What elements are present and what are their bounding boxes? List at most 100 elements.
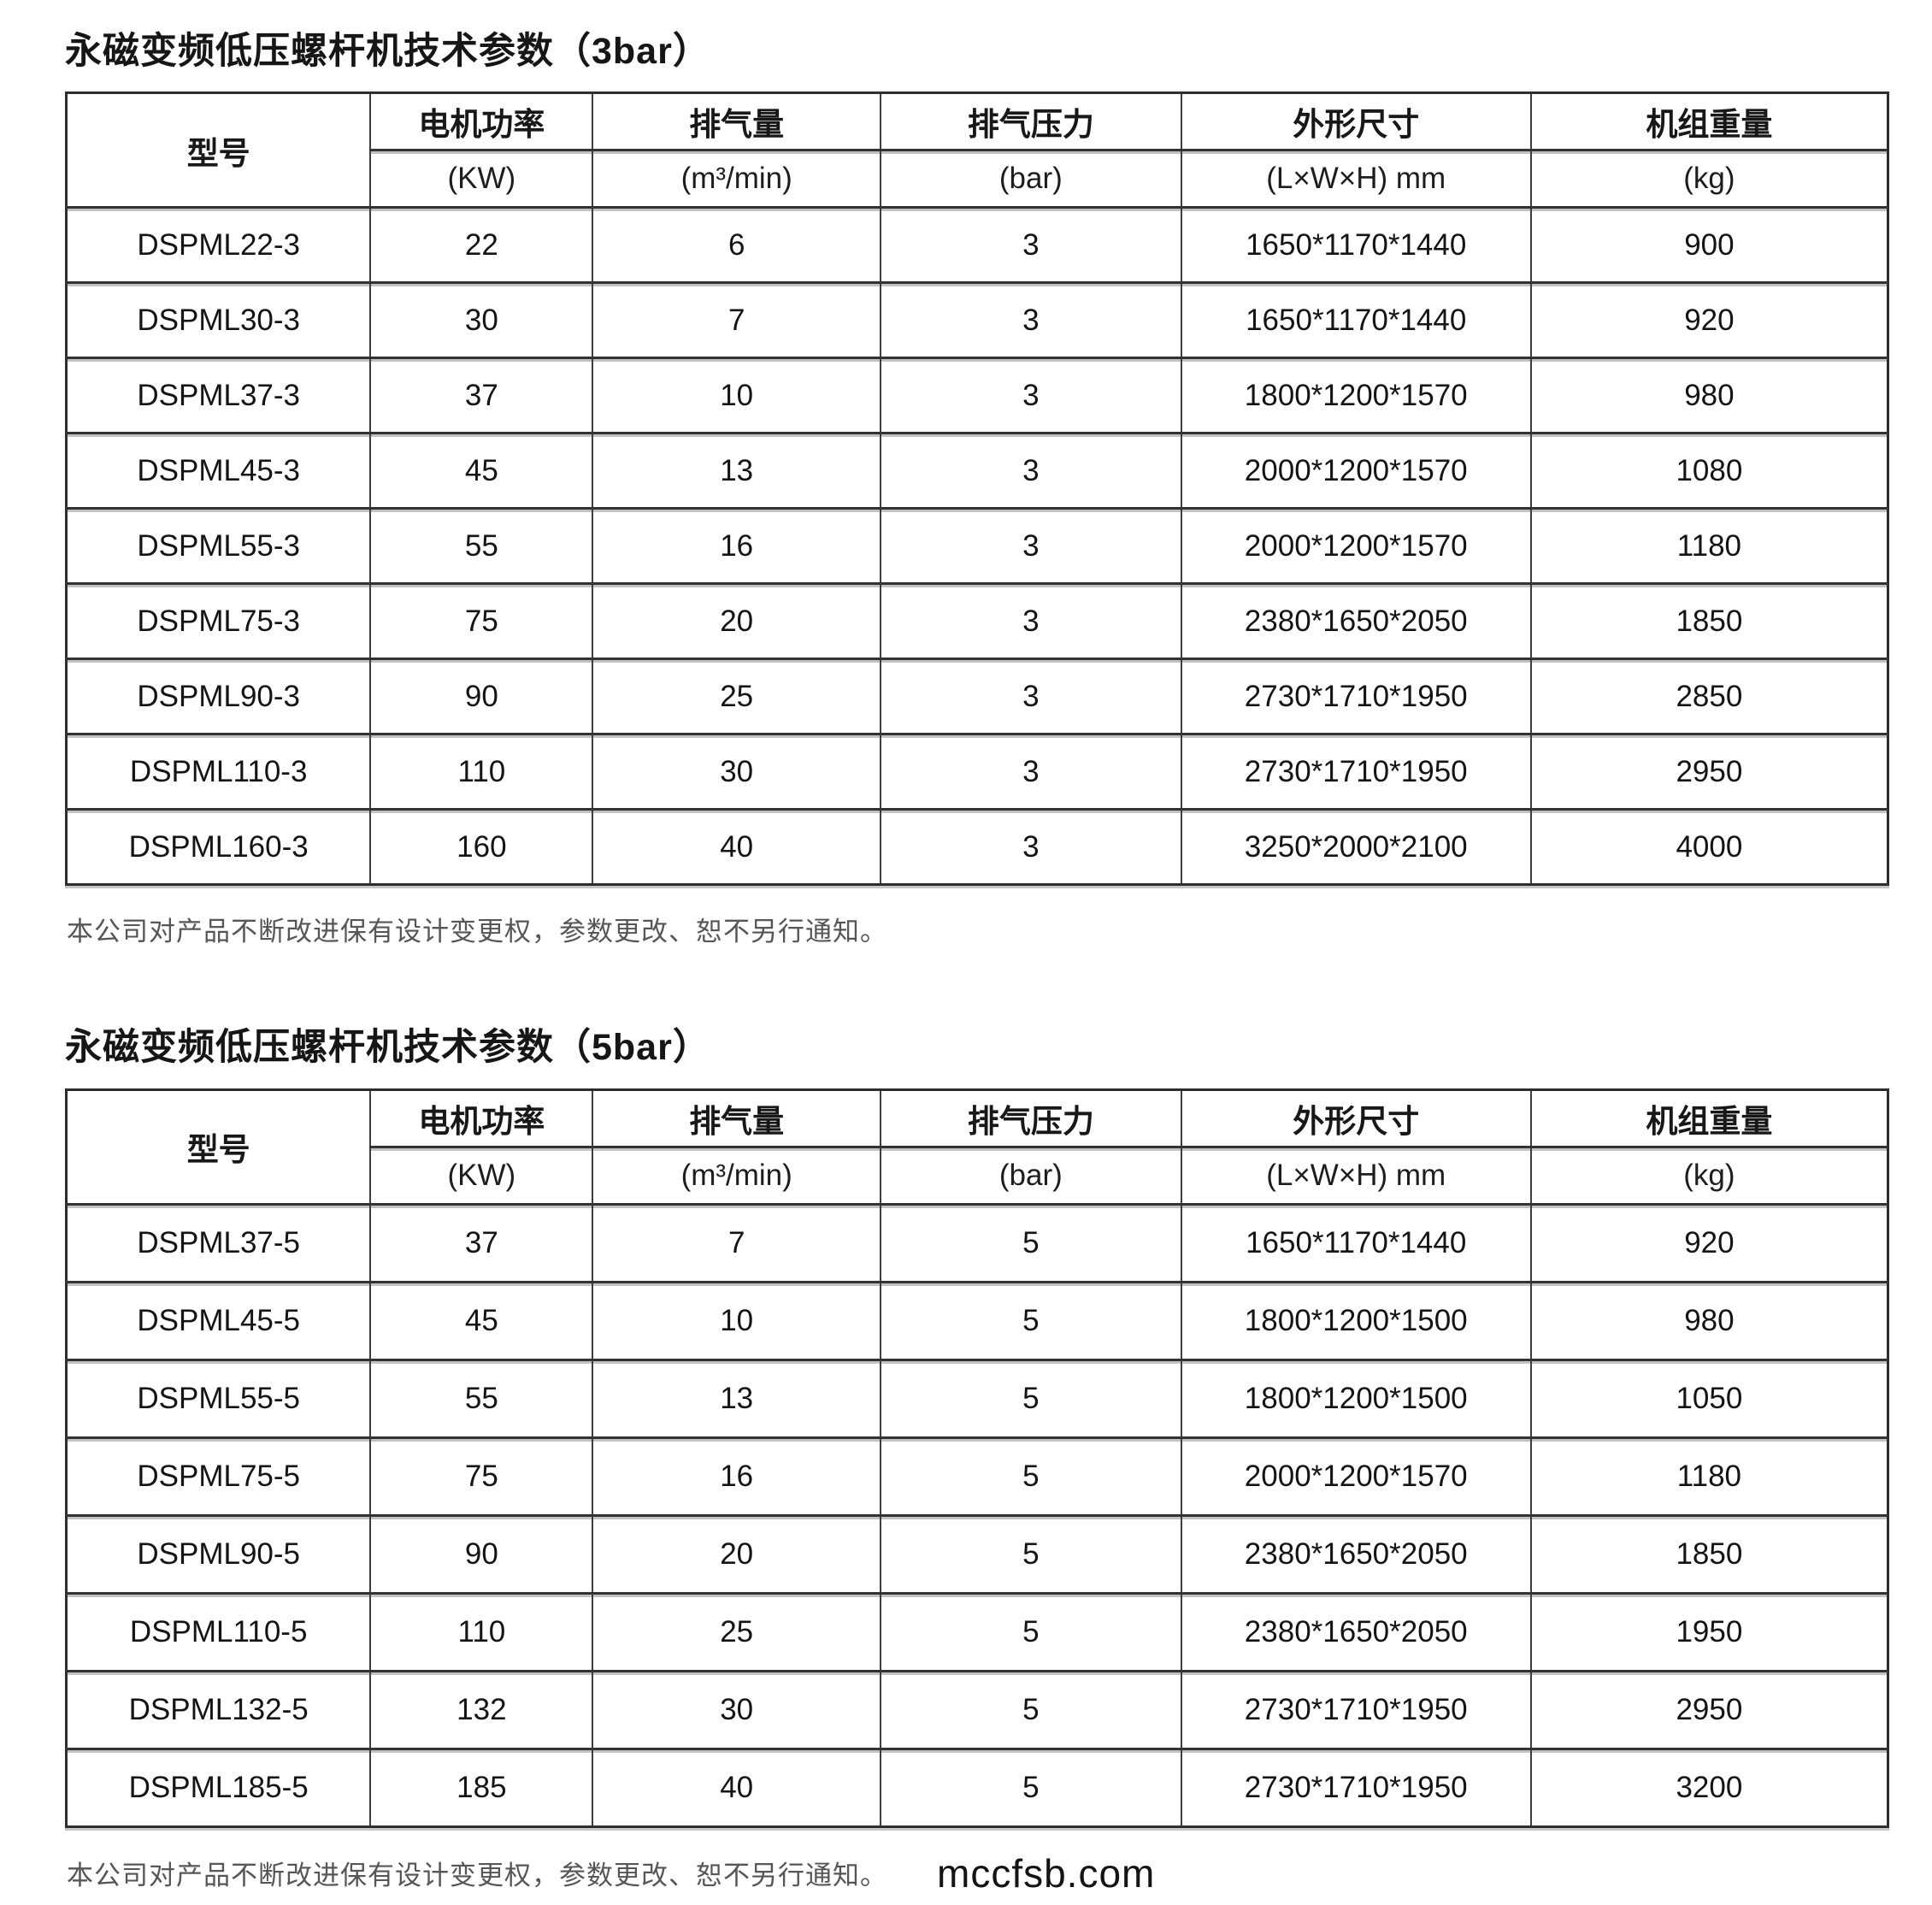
value-cell: 1800*1200*1570 <box>1180 357 1531 433</box>
value-cell: 16 <box>592 507 881 584</box>
value-cell: 1050 <box>1529 1358 1888 1438</box>
value-cell: 13 <box>592 1358 881 1438</box>
table-row: DSPML55-3 55 16 3 2000*1200*1570 1180 <box>65 507 1888 584</box>
col-header-pressure: 排气压力 <box>880 92 1181 150</box>
value-cell: 2000*1200*1570 <box>1180 1436 1531 1516</box>
value-cell: 132 <box>369 1669 593 1749</box>
header-unit-row: (KW) (m³/min) (bar) (L×W×H) mm (kg) <box>67 1145 1888 1205</box>
table-row: DSPML132-5 132 30 5 2730*1710*1950 2950 <box>65 1669 1888 1749</box>
table-row: DSPML110-3 110 30 3 2730*1710*1950 2950 <box>65 733 1888 810</box>
col-unit-motor-power: (KW) <box>369 1145 593 1205</box>
table-row: DSPML110-5 110 25 5 2380*1650*2050 1950 <box>65 1591 1888 1672</box>
col-header-dimensions: 外形尺寸 <box>1180 1089 1531 1147</box>
table-row: DSPML160-3 160 40 3 3250*2000*2100 4000 <box>65 808 1888 885</box>
value-cell: 40 <box>592 1747 881 1827</box>
table-header: 型号 电机功率 排气量 排气压力 外形尺寸 机组重量 (KW) (m³/min)… <box>65 92 1888 208</box>
value-cell: 20 <box>592 582 881 659</box>
table-row: DSPML75-3 75 20 3 2380*1650*2050 1850 <box>65 582 1888 659</box>
value-cell: 185 <box>369 1747 593 1827</box>
value-cell: 2950 <box>1529 733 1888 810</box>
col-unit-weight: (kg) <box>1529 149 1888 208</box>
value-cell: 3 <box>880 206 1181 283</box>
value-cell: 2850 <box>1529 658 1888 734</box>
value-cell: 2380*1650*2050 <box>1180 582 1531 659</box>
value-cell: 1850 <box>1529 582 1888 659</box>
value-cell: 1650*1170*1440 <box>1180 1202 1531 1283</box>
table-row: DSPML22-3 22 6 3 1650*1170*1440 900 <box>65 206 1888 283</box>
value-cell: 3 <box>880 582 1181 659</box>
value-cell: 3 <box>880 808 1181 885</box>
value-cell: 75 <box>369 1436 593 1516</box>
table-row: DSPML55-5 55 13 5 1800*1200*1500 1050 <box>65 1358 1888 1438</box>
value-cell: 5 <box>880 1202 1181 1283</box>
value-cell: 1950 <box>1529 1591 1888 1672</box>
value-cell: 1080 <box>1529 432 1888 509</box>
col-unit-pressure: (bar) <box>880 1145 1181 1205</box>
col-unit-air-delivery: (m³/min) <box>592 149 881 208</box>
value-cell: 5 <box>880 1669 1181 1749</box>
model-cell: DSPML185-5 <box>65 1747 371 1827</box>
value-cell: 2000*1200*1570 <box>1180 507 1531 584</box>
col-header-model: 型号 <box>65 1089 371 1205</box>
value-cell: 980 <box>1529 357 1888 433</box>
value-cell: 90 <box>369 1513 593 1594</box>
model-cell: DSPML90-3 <box>65 658 371 734</box>
col-unit-air-delivery: (m³/min) <box>592 1145 881 1205</box>
value-cell: 7 <box>592 1202 881 1283</box>
section-5bar: 永磁变频低压螺杆机技术参数（5bar） 型号 电机功率 排气量 排气压力 外形尺… <box>65 1027 1893 1896</box>
value-cell: 110 <box>369 1591 593 1672</box>
value-cell: 5 <box>880 1280 1181 1360</box>
col-header-weight: 机组重量 <box>1529 92 1888 150</box>
value-cell: 5 <box>880 1513 1181 1594</box>
table-row: DSPML75-5 75 16 5 2000*1200*1570 1180 <box>65 1436 1888 1516</box>
value-cell: 2380*1650*2050 <box>1180 1591 1531 1672</box>
value-cell: 1800*1200*1500 <box>1180 1358 1531 1438</box>
value-cell: 2730*1710*1950 <box>1180 1669 1531 1749</box>
value-cell: 22 <box>369 206 593 283</box>
value-cell: 30 <box>369 281 593 358</box>
model-cell: DSPML30-3 <box>65 281 371 358</box>
col-unit-dimensions: (L×W×H) mm <box>1180 149 1531 208</box>
table-body: DSPML37-5 37 7 5 1650*1170*1440 920 DSPML45-5 4… <box>65 1202 1888 1827</box>
table-body: DSPML22-3 22 6 3 1650*1170*1440 900 DSPML30-3 3… <box>65 206 1888 885</box>
value-cell: 2730*1710*1950 <box>1180 1747 1531 1827</box>
value-cell: 16 <box>592 1436 881 1516</box>
table-row: DSPML90-3 90 25 3 2730*1710*1950 2850 <box>65 658 1888 734</box>
table-row: DSPML30-3 30 7 3 1650*1170*1440 920 <box>65 281 1888 358</box>
value-cell: 3 <box>880 658 1181 734</box>
value-cell: 6 <box>592 206 881 283</box>
table-row: DSPML45-3 45 13 3 2000*1200*1570 1080 <box>65 432 1888 509</box>
site-watermark: mccfsb.com <box>937 1850 1156 1896</box>
value-cell: 3 <box>880 733 1181 810</box>
value-cell: 37 <box>369 357 593 433</box>
col-header-air-delivery: 排气量 <box>592 1089 881 1147</box>
value-cell: 45 <box>369 432 593 509</box>
value-cell: 980 <box>1529 1280 1888 1360</box>
value-cell: 160 <box>369 808 593 885</box>
value-cell: 40 <box>592 808 881 885</box>
model-cell: DSPML55-5 <box>65 1358 371 1438</box>
value-cell: 1180 <box>1529 1436 1888 1516</box>
table-row: DSPML37-3 37 10 3 1800*1200*1570 980 <box>65 357 1888 433</box>
value-cell: 3 <box>880 507 1181 584</box>
value-cell: 3250*2000*2100 <box>1180 808 1531 885</box>
model-cell: DSPML37-5 <box>65 1202 371 1283</box>
table-title-5bar: 永磁变频低压螺杆机技术参数（5bar） <box>65 1027 710 1069</box>
value-cell: 110 <box>369 733 593 810</box>
model-cell: DSPML55-3 <box>65 507 371 584</box>
header-label-row: 型号 电机功率 排气量 排气压力 外形尺寸 机组重量 <box>65 92 1888 208</box>
value-cell: 1850 <box>1529 1513 1888 1594</box>
col-unit-dimensions: (L×W×H) mm <box>1180 1145 1531 1205</box>
table-header: 型号 电机功率 排气量 排气压力 外形尺寸 机组重量 (KW) (m³/min)… <box>65 1089 1888 1205</box>
value-cell: 75 <box>369 582 593 659</box>
header-label-row: 型号 电机功率 排气量 排气压力 外形尺寸 机组重量 <box>65 1089 1888 1205</box>
model-cell: DSPML132-5 <box>65 1669 371 1749</box>
model-cell: DSPML45-3 <box>65 432 371 509</box>
model-cell: DSPML22-3 <box>65 206 371 283</box>
value-cell: 2380*1650*2050 <box>1180 1513 1531 1594</box>
value-cell: 90 <box>369 658 593 734</box>
value-cell: 3200 <box>1529 1747 1888 1827</box>
value-cell: 7 <box>592 281 881 358</box>
model-cell: DSPML160-3 <box>65 808 371 885</box>
